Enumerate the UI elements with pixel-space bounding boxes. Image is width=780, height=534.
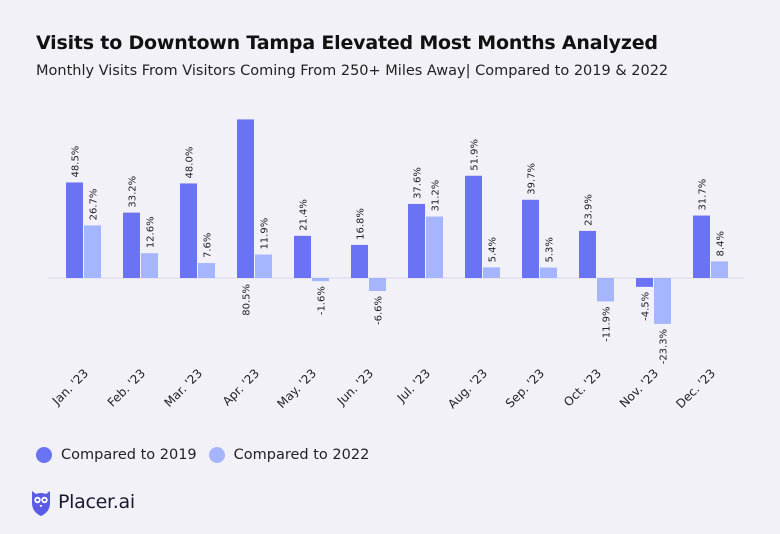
- data-label-2022-2: 7.6%: [203, 233, 214, 258]
- bar-2019-9: [579, 230, 596, 278]
- data-label-2022-6: 31.2%: [431, 180, 442, 212]
- legend-item-2022: Compared to 2022: [208, 447, 370, 463]
- data-label-2019-10: -4.5%: [641, 292, 652, 321]
- bar-2019-7: [465, 175, 482, 278]
- bar-chart: 48.5% 26.7% Jan. '23 33.2% 12.6% Feb. '23 48.0…: [48, 119, 744, 411]
- data-label-2022-9: -11.9%: [602, 306, 613, 341]
- data-label-2019-11: 31.7%: [698, 179, 709, 211]
- legend-item-2019: Compared to 2019: [36, 447, 197, 463]
- data-label-2022-11: 8.4%: [716, 231, 727, 256]
- data-label-2022-0: 26.7%: [89, 189, 100, 221]
- bar-2022-1: [141, 253, 158, 278]
- legend-swatch-2022: [208, 447, 225, 463]
- bar-2019-1: [123, 212, 140, 278]
- data-label-2019-4: 21.4%: [299, 199, 310, 231]
- placer-owl-logo-icon: [32, 491, 50, 516]
- bar-2022-9: [597, 278, 614, 302]
- brand-name: Placer.ai: [58, 491, 135, 513]
- data-label-2019-5: 16.8%: [356, 208, 367, 240]
- data-label-2019-8: 39.7%: [527, 163, 538, 195]
- bar-2022-11: [711, 261, 728, 278]
- chart-legend: Compared to 2019 Compared to 2022: [36, 447, 381, 463]
- bar-2019-10: [636, 278, 653, 287]
- data-label-2019-6: 37.6%: [413, 167, 424, 199]
- data-label-2022-3: 11.9%: [260, 218, 271, 250]
- bar-2022-7: [483, 267, 500, 278]
- x-tick-label-7: Aug. '23: [445, 366, 490, 411]
- chart-title: Visits to Downtown Tampa Elevated Most M…: [36, 32, 658, 54]
- x-tick-label-1: Feb. '23: [105, 366, 148, 409]
- bar-2022-10: [654, 278, 671, 324]
- bar-2019-5: [351, 244, 368, 278]
- data-label-2022-4: -1.6%: [317, 286, 328, 315]
- chart-subtitle: Monthly Visits From Visitors Coming From…: [36, 63, 669, 79]
- bar-2022-6: [426, 216, 443, 278]
- data-label-2019-2: 48.0%: [185, 147, 196, 179]
- data-label-2019-9: 23.9%: [584, 194, 595, 226]
- x-tick-label-6: Jul. '23: [394, 366, 433, 405]
- data-label-2019-7: 51.9%: [470, 139, 481, 171]
- legend-label-2019: Compared to 2019: [61, 447, 197, 463]
- x-tick-label-8: Sep. '23: [503, 366, 547, 410]
- x-tick-label-2: Mar. '23: [161, 366, 205, 410]
- bar-2019-3: [237, 119, 254, 278]
- x-tick-label-10: Nov. '23: [617, 366, 661, 410]
- bar-2019-6: [408, 203, 425, 278]
- data-label-2019-0: 48.5%: [71, 146, 82, 178]
- bar-2019-4: [294, 235, 311, 278]
- bar-2022-4: [312, 278, 329, 282]
- bar-2022-3: [255, 254, 272, 278]
- legend-label-2022: Compared to 2022: [233, 447, 370, 463]
- bar-2019-8: [522, 199, 539, 278]
- bar-2022-0: [84, 225, 101, 278]
- data-label-2019-3: 80.5%: [242, 284, 253, 316]
- x-tick-label-4: May. '23: [274, 366, 319, 411]
- bar-2022-2: [198, 263, 215, 278]
- data-label-2022-8: 5.3%: [545, 237, 556, 262]
- bar-2019-11: [693, 215, 710, 278]
- bar-2019-2: [180, 183, 197, 278]
- data-label-2022-10: -23.3%: [659, 329, 670, 364]
- x-tick-label-5: Jun. '23: [334, 366, 376, 408]
- x-tick-label-9: Oct. '23: [561, 366, 604, 409]
- data-label-2022-5: -6.6%: [374, 296, 385, 325]
- bar-2019-0: [66, 182, 83, 278]
- x-tick-label-3: Apr. '23: [220, 366, 262, 408]
- bar-2022-8: [540, 267, 557, 278]
- legend-swatch-2019: [36, 447, 52, 463]
- bar-2022-5: [369, 278, 386, 292]
- data-label-2019-1: 33.2%: [128, 176, 139, 208]
- data-label-2022-1: 12.6%: [146, 216, 157, 248]
- data-label-2022-7: 5.4%: [488, 237, 499, 262]
- x-tick-label-11: Dec. '23: [673, 366, 718, 411]
- x-tick-label-0: Jan. '23: [49, 366, 91, 408]
- brand-logo: Placer.ai: [30, 487, 135, 517]
